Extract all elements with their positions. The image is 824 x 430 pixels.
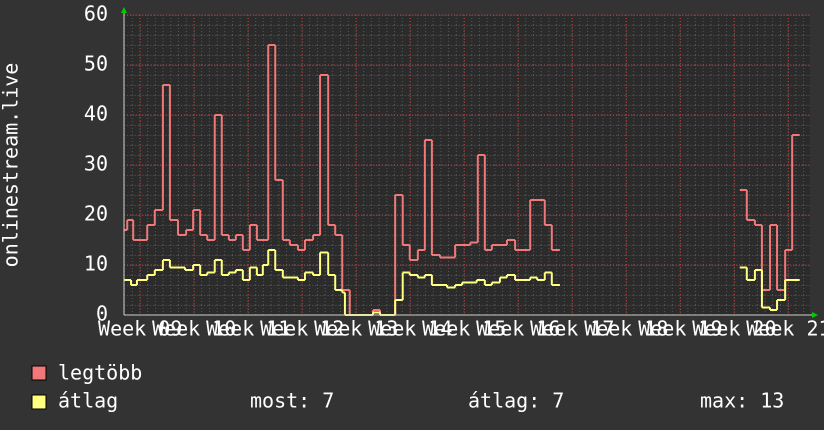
legend-label: átlag xyxy=(58,389,118,413)
x-tick-label: Week 13 xyxy=(314,317,398,341)
axis-arrow xyxy=(812,312,818,318)
lines xyxy=(124,44,800,316)
y-tick-label: 30 xyxy=(84,152,108,176)
legend-swatch xyxy=(31,394,47,410)
legend-stat: max: 13 xyxy=(700,389,784,413)
x-tick-label: Week 21 xyxy=(746,317,824,341)
x-tick-label: Week 12 xyxy=(260,317,344,341)
y-tick-label: 40 xyxy=(84,102,108,126)
grid xyxy=(124,14,810,316)
y-tick-label: 60 xyxy=(84,2,108,26)
x-tick-label: Week 17 xyxy=(530,317,614,341)
y-tick-label: 0 xyxy=(96,302,108,326)
x-tick-label: Week 19 xyxy=(638,317,722,341)
y-axis-label: onlinestream.live xyxy=(0,63,23,268)
x-tick-label: Week 09 xyxy=(98,317,182,341)
x-tick-label: Week 16 xyxy=(476,317,560,341)
x-tick-label: Week 14 xyxy=(368,317,452,341)
y-tick-label: 50 xyxy=(84,52,108,76)
x-tick-label: Week 10 xyxy=(152,317,236,341)
y-tick-label: 20 xyxy=(84,202,108,226)
x-tick-label: Week 20 xyxy=(692,317,776,341)
legend-stat: átlag: 7 xyxy=(468,389,564,413)
x-tick-label: Week 11 xyxy=(206,317,290,341)
x-tick-label: Week 15 xyxy=(422,317,506,341)
legend-swatch xyxy=(31,365,47,381)
axis-arrow xyxy=(121,7,127,13)
y-tick-label: 10 xyxy=(84,252,108,276)
legend-label: legtöbb xyxy=(58,361,142,385)
x-tick-label: Week 18 xyxy=(584,317,668,341)
legend-stat: most: 7 xyxy=(250,389,334,413)
